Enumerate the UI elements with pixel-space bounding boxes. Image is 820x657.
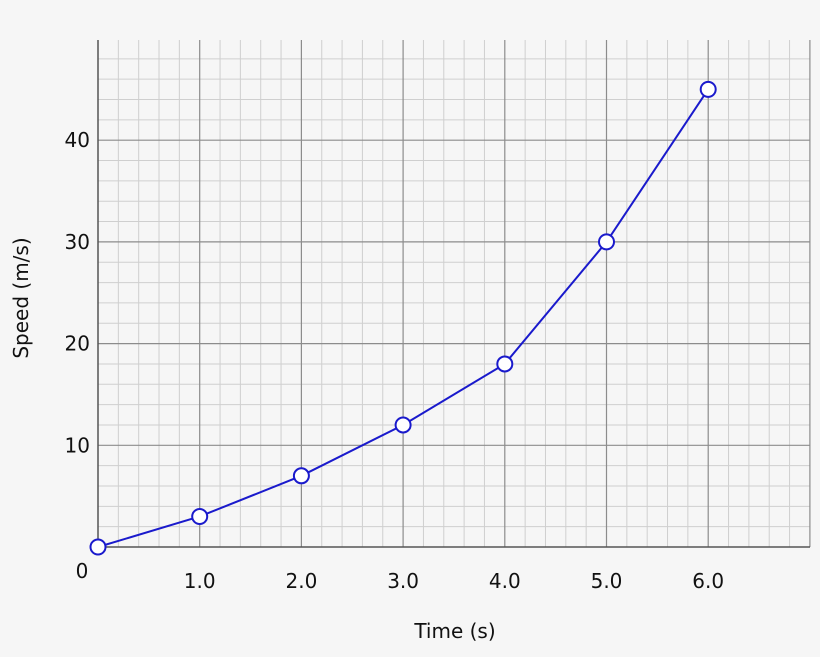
y-tick-label: 30 <box>65 230 90 254</box>
data-point <box>394 416 412 434</box>
data-point <box>699 80 717 98</box>
data-point <box>191 507 209 525</box>
y-tick-label: 10 <box>65 433 90 457</box>
x-axis-title: Time (s) <box>413 619 495 643</box>
data-point <box>496 355 514 373</box>
y-tick-label: 20 <box>65 332 90 356</box>
y-axis-title: Speed (m/s) <box>9 237 33 358</box>
data-point <box>598 233 615 251</box>
x-tick-label: 5.0 <box>591 569 623 593</box>
data-point <box>292 467 310 485</box>
minor-grid <box>98 40 810 547</box>
tick-labels: 1.0 2.0 3.0 4.0 5.0 6.0 10 20 30 40 <box>65 128 725 593</box>
data-series <box>89 80 717 556</box>
x-tick-label: 2.0 <box>285 569 317 593</box>
origin-label: 0 <box>76 559 89 583</box>
major-grid <box>98 40 811 547</box>
x-tick-label: 4.0 <box>489 569 521 593</box>
y-tick-label: 40 <box>65 128 90 152</box>
x-tick-label: 3.0 <box>387 569 419 593</box>
x-tick-label: 6.0 <box>692 569 724 593</box>
axes <box>97 40 810 548</box>
x-tick-label: 1.0 <box>184 569 216 593</box>
data-point <box>89 538 107 556</box>
